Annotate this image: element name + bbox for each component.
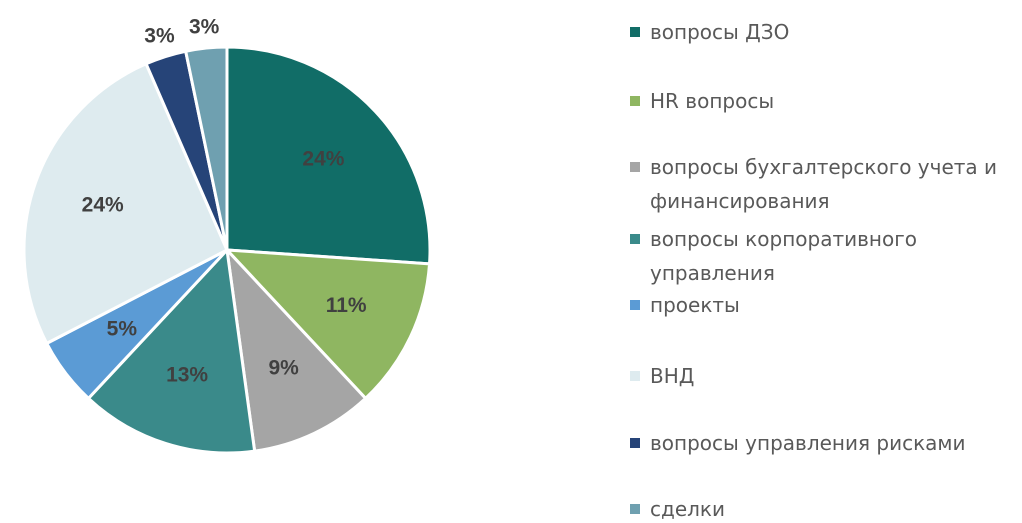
- legend-swatch: [630, 300, 640, 310]
- legend-entry: сделки: [630, 492, 1020, 523]
- legend-swatch: [630, 162, 640, 172]
- data-label: 3%: [189, 15, 220, 38]
- legend-entry: HR вопросы: [630, 84, 1020, 118]
- pie-slice: [86, 246, 257, 455]
- legend-entry: вопросы управления рисками: [630, 426, 1020, 460]
- legend-entry: вопросы ДЗО: [630, 15, 1020, 49]
- legend-entry: проекты: [630, 288, 1020, 322]
- pie-slice: [224, 245, 368, 453]
- data-label: 24%: [302, 147, 344, 170]
- data-label: 3%: [144, 25, 175, 48]
- legend-entry: ВНД: [630, 359, 1020, 393]
- pie-slice: [223, 248, 432, 401]
- data-label: 13%: [166, 363, 208, 386]
- legend-swatch: [630, 27, 640, 37]
- legend-swatch: [630, 371, 640, 381]
- legend-swatch: [630, 234, 640, 244]
- legend-label: вопросы ДЗО: [650, 20, 790, 44]
- legend-label: HR вопросы: [650, 89, 775, 113]
- data-label: 11%: [326, 294, 367, 317]
- data-label: 9%: [268, 357, 299, 380]
- legend-label: проекты: [650, 293, 740, 317]
- data-label: 24%: [82, 193, 124, 216]
- legend-label: ВНД: [650, 364, 695, 388]
- legend-label: вопросы корпоративного управления: [650, 227, 917, 285]
- legend-entry: вопросы корпоративного управления: [630, 222, 1020, 290]
- legend-swatch: [630, 438, 640, 448]
- legend-entry: вопросы бухгалтерского учета и финансиро…: [630, 150, 1020, 218]
- pie-slice: [183, 45, 229, 251]
- data-label: 5%: [107, 317, 138, 340]
- legend-label: сделки: [650, 497, 725, 521]
- pie-slice: [225, 45, 432, 266]
- legend-label: вопросы управления рисками: [650, 431, 966, 455]
- legend-swatch: [630, 96, 640, 106]
- legend-swatch: [630, 504, 640, 514]
- legend-label: вопросы бухгалтерского учета и финансиро…: [650, 155, 998, 213]
- pie: 24% 11% 9% 13% 5% 24% 3% 3%: [22, 15, 432, 455]
